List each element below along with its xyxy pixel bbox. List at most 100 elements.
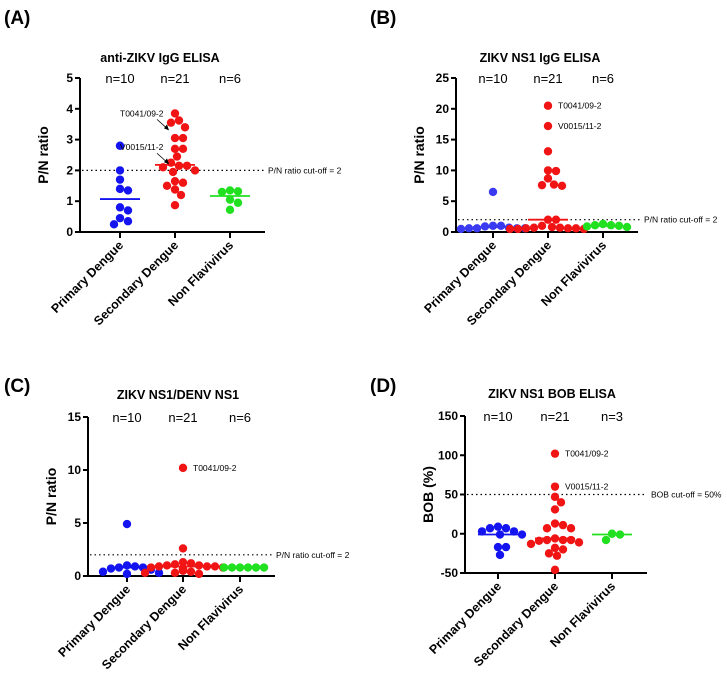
- data-point: [98, 567, 108, 576]
- y-tick-label: 5: [74, 516, 81, 530]
- data-point: [543, 174, 553, 183]
- data-point: [622, 222, 632, 232]
- data-point: [543, 147, 553, 156]
- arrowhead-icon: [164, 158, 169, 165]
- y-tick-label: 0: [66, 225, 73, 239]
- panel-label: (C): [4, 376, 30, 397]
- data-point: [521, 224, 531, 233]
- data-point: [178, 144, 188, 154]
- n-label: n=21: [533, 71, 562, 86]
- data-point: [529, 223, 539, 232]
- chart-title: ZIKV NS1 IgG ELISA: [480, 51, 601, 65]
- n-label: n=21: [168, 410, 197, 425]
- data-point: [558, 545, 568, 554]
- n-label: n=6: [219, 71, 241, 86]
- y-tick-label: 10: [68, 463, 82, 477]
- data-point: [178, 566, 188, 575]
- data-point: [472, 224, 482, 233]
- data-point: [140, 568, 150, 578]
- n-label: n=10: [112, 410, 141, 425]
- data-point: [550, 449, 560, 458]
- data-point: [464, 224, 474, 233]
- y-tick-label: 25: [436, 71, 450, 85]
- y-tick-label: 3: [66, 133, 73, 147]
- data-point: [202, 562, 212, 571]
- data-point: [186, 559, 196, 568]
- data-point: [537, 221, 547, 231]
- data-point: [115, 175, 125, 184]
- arrowhead-icon: [164, 124, 169, 131]
- data-point: [170, 185, 180, 194]
- data-point: [556, 498, 566, 507]
- data-point: [598, 219, 608, 229]
- annotation-label: V0015/11-2: [558, 121, 602, 131]
- data-point: [537, 180, 547, 190]
- data-point: [225, 205, 235, 215]
- data-point: [109, 220, 119, 229]
- data-point: [170, 201, 180, 210]
- y-axis-label: P/N ratio: [43, 468, 59, 526]
- data-point: [517, 530, 527, 539]
- data-point: [526, 539, 536, 549]
- data-point: [488, 221, 498, 231]
- data-point: [543, 121, 553, 131]
- data-point: [505, 224, 515, 234]
- data-point: [217, 187, 227, 197]
- n-label: n=6: [592, 71, 614, 86]
- chart-title: ZIKV NS1 BOB ELISA: [488, 387, 616, 401]
- cutoff-label: P/N ratio cut-off = 2: [268, 165, 342, 175]
- data-point: [123, 186, 133, 195]
- data-point: [550, 543, 560, 553]
- data-point: [178, 463, 188, 473]
- y-tick-label: 2: [66, 163, 73, 177]
- n-label: n=10: [478, 71, 507, 86]
- chart-title: ZIKV NS1/DENV NS1: [117, 388, 239, 402]
- data-point: [550, 565, 560, 575]
- y-tick-label: 15: [436, 133, 450, 147]
- data-point: [178, 133, 188, 143]
- data-point: [194, 561, 204, 570]
- data-point: [544, 549, 554, 558]
- data-point: [154, 562, 164, 571]
- data-point: [496, 221, 506, 231]
- data-point: [233, 187, 243, 196]
- data-point: [552, 551, 562, 560]
- data-point: [488, 187, 498, 197]
- cutoff-label: P/N ratio cut-off = 2: [644, 215, 718, 225]
- data-point: [571, 224, 581, 233]
- data-point: [501, 524, 511, 533]
- data-point: [550, 492, 560, 502]
- data-point: [115, 141, 125, 150]
- y-axis-label: BOB (%): [420, 466, 436, 523]
- y-tick-label: 1: [66, 194, 73, 208]
- data-point: [170, 133, 180, 143]
- annotation-label: V0015/11-2: [565, 482, 609, 492]
- n-label: n=21: [540, 409, 569, 424]
- data-point: [509, 527, 519, 536]
- data-point: [495, 550, 505, 560]
- panel-label: (B): [370, 8, 396, 29]
- y-axis-label: P/N ratio: [35, 126, 51, 184]
- data-point: [493, 522, 503, 531]
- data-point: [170, 176, 180, 186]
- data-point: [122, 569, 132, 579]
- data-point: [130, 562, 140, 571]
- y-tick-label: 4: [66, 102, 73, 116]
- data-point: [122, 519, 132, 529]
- data-point: [555, 223, 565, 232]
- data-point: [549, 180, 559, 189]
- data-point: [115, 166, 125, 175]
- n-label: n=21: [160, 71, 189, 86]
- data-point: [551, 166, 561, 176]
- y-tick-label: 0: [451, 527, 458, 541]
- y-tick-label: 50: [445, 488, 459, 502]
- annotation-label: T0041/09-2: [193, 463, 237, 473]
- data-point: [493, 542, 503, 552]
- data-point: [115, 184, 125, 194]
- annotation-label: T0041/09-2: [558, 101, 602, 111]
- data-point: [601, 535, 611, 545]
- data-point: [123, 206, 133, 215]
- y-axis-label: P/N ratio: [411, 126, 427, 184]
- data-point: [166, 118, 176, 127]
